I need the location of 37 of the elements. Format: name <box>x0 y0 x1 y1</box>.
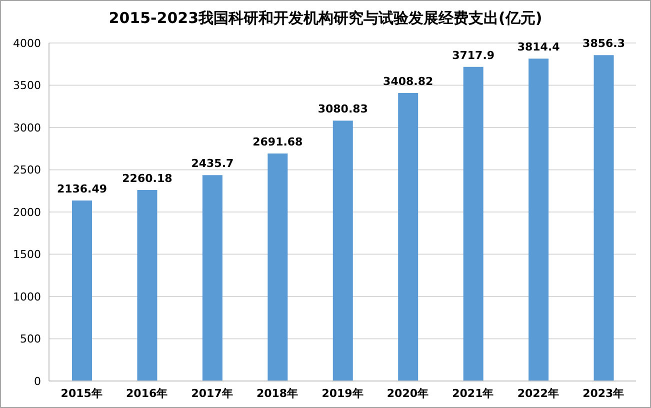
x-tick-label: 2022年 <box>517 386 559 400</box>
y-tick-label: 0 <box>34 374 41 388</box>
bar <box>594 55 614 381</box>
data-label: 3080.83 <box>318 102 368 116</box>
chart-title: 2015-2023我国科研和开发机构研究与试验发展经费支出(亿元) <box>108 9 544 29</box>
x-tick-label: 2023年 <box>582 386 624 400</box>
data-label: 3717.9 <box>452 48 495 62</box>
y-tick-label: 500 <box>20 332 41 346</box>
y-tick-label: 2000 <box>13 206 41 219</box>
data-label: 2691.68 <box>252 136 303 149</box>
x-tick-label: 2021年 <box>452 386 494 400</box>
data-label: 2435.7 <box>191 157 234 170</box>
y-tick-label: 3000 <box>13 121 41 134</box>
data-label: 2260.18 <box>122 172 172 186</box>
bar <box>72 200 92 381</box>
x-tick-label: 2018年 <box>256 386 298 400</box>
y-tick-label: 1500 <box>13 248 41 262</box>
x-tick-label: 2015年 <box>60 386 102 400</box>
bar <box>332 120 353 381</box>
data-label: 3814.4 <box>517 40 560 54</box>
x-tick-label: 2020年 <box>386 386 429 400</box>
bar <box>137 190 158 381</box>
bar <box>398 92 418 381</box>
data-label: 2136.49 <box>56 182 108 196</box>
bar <box>202 175 222 381</box>
bar <box>528 58 549 381</box>
x-tick-label: 2017年 <box>191 386 233 400</box>
y-tick-label: 1000 <box>13 290 41 304</box>
x-tick-label: 2019年 <box>322 386 364 400</box>
y-tick-label: 2500 <box>13 164 41 177</box>
data-label: 3408.82 <box>383 74 434 88</box>
data-label: 3856.3 <box>582 37 626 50</box>
bar <box>463 66 484 381</box>
bar <box>268 154 288 381</box>
x-tick-label: 2016年 <box>126 386 168 400</box>
y-tick-label: 4000 <box>13 36 41 50</box>
y-tick-label: 3500 <box>13 79 41 92</box>
